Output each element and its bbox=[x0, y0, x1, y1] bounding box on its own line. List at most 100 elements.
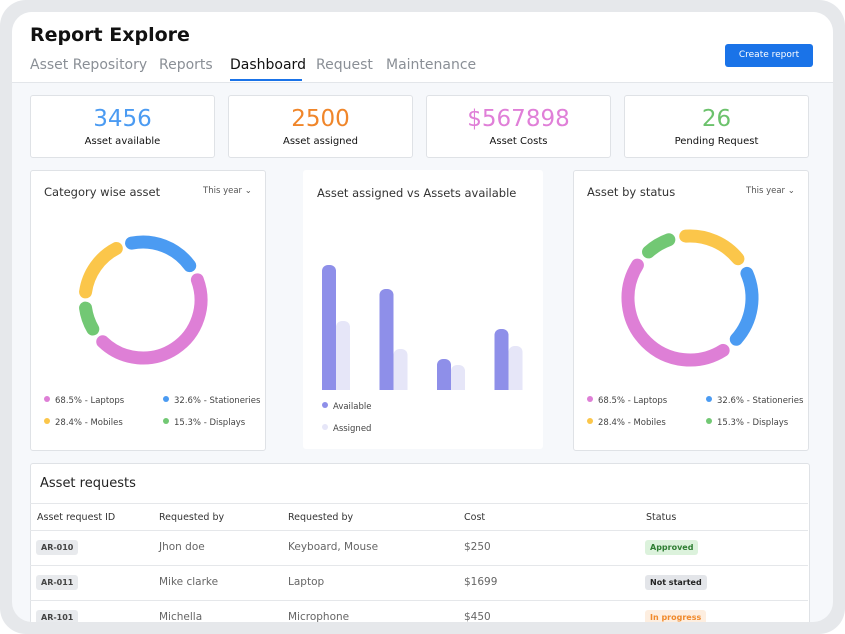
status-badge: In progress bbox=[645, 610, 707, 622]
cell: Jhon doe bbox=[159, 541, 205, 553]
column-header: Status bbox=[646, 512, 677, 523]
tab[interactable]: Reports bbox=[159, 57, 213, 73]
stat-label: Asset assigned bbox=[282, 136, 359, 147]
cell: $1699 bbox=[464, 576, 498, 588]
cell: Michella bbox=[159, 611, 203, 622]
divider bbox=[30, 530, 808, 531]
cell: $450 bbox=[464, 611, 491, 622]
create-button[interactable]: Create report bbox=[725, 44, 813, 67]
charts bbox=[79, 229, 759, 390]
bar-base bbox=[379, 384, 394, 390]
donut-segment bbox=[79, 242, 123, 299]
panel-title: Category wise asset bbox=[44, 185, 161, 199]
stat-card: $567898 Asset Costs bbox=[426, 95, 611, 158]
legend-item: Available bbox=[322, 402, 371, 412]
donut-segment bbox=[679, 229, 745, 266]
column-header: Cost bbox=[464, 512, 486, 523]
bar bbox=[322, 265, 336, 390]
divider bbox=[30, 565, 808, 566]
legend-item: Assigned bbox=[322, 424, 371, 434]
stat-card: 2500 Asset assigned bbox=[228, 95, 413, 158]
legend-item: 28.4% - Mobiles bbox=[44, 418, 123, 428]
bar bbox=[494, 329, 509, 390]
legend-text: 15.3% - Displays bbox=[717, 418, 789, 428]
stat-label: Pending Request bbox=[674, 136, 759, 147]
stat-value: 26 bbox=[701, 106, 732, 132]
tab[interactable]: Request bbox=[316, 57, 373, 73]
column-header: Asset request ID bbox=[37, 512, 116, 523]
filter[interactable]: This year ⌄ bbox=[203, 186, 252, 196]
page-title: Report Explore bbox=[30, 24, 190, 46]
donut-segment bbox=[642, 233, 676, 259]
legend-item: 32.6% - Stationeries bbox=[706, 396, 803, 406]
divider bbox=[30, 503, 808, 504]
filter-text: This year bbox=[746, 186, 786, 196]
id-badge: AR-011 bbox=[36, 575, 79, 590]
filter[interactable]: This year ⌄ bbox=[746, 186, 795, 196]
cell: Laptop bbox=[288, 576, 325, 588]
panel bbox=[303, 170, 543, 449]
id-badge: AR-010 bbox=[36, 540, 79, 555]
bar-base bbox=[336, 384, 350, 390]
tab[interactable]: Asset Repository bbox=[30, 57, 148, 73]
legend-item: 15.3% - Displays bbox=[163, 418, 245, 428]
bar-base bbox=[393, 384, 408, 390]
bar-base bbox=[451, 384, 465, 390]
donut-segment bbox=[729, 266, 759, 346]
legend-text: Available bbox=[333, 402, 372, 412]
legend-text: 28.4% - Mobiles bbox=[598, 418, 666, 428]
stat-label: Asset available bbox=[84, 136, 161, 147]
stat-label: Asset Costs bbox=[489, 136, 548, 147]
tab[interactable]: Maintenance bbox=[386, 57, 477, 73]
legend-text: Assigned bbox=[333, 424, 372, 434]
bar bbox=[393, 349, 408, 390]
bar bbox=[379, 289, 394, 390]
panel bbox=[30, 170, 266, 451]
panel-title: Asset assigned vs Assets available bbox=[317, 186, 517, 200]
cell: Mike clarke bbox=[159, 576, 219, 588]
legend-item: 68.5% - Laptops bbox=[44, 396, 124, 406]
legend-text: 32.6% - Stationeries bbox=[717, 396, 804, 406]
bar bbox=[508, 346, 523, 390]
legend-dot bbox=[322, 424, 328, 430]
cell: Keyboard, Mouse bbox=[288, 541, 379, 553]
filter-text: This year bbox=[203, 186, 243, 196]
column-header: Requested by bbox=[159, 512, 225, 523]
cell: Microphone bbox=[288, 611, 350, 622]
donut-segment bbox=[79, 301, 100, 336]
legend-dot bbox=[163, 396, 169, 402]
divider bbox=[30, 600, 808, 601]
legend-dot bbox=[706, 396, 712, 402]
donut-segment bbox=[125, 235, 197, 273]
cell: $250 bbox=[464, 541, 491, 553]
id-badge: AR-101 bbox=[36, 610, 79, 622]
panel bbox=[573, 170, 809, 451]
tab-active[interactable]: Dashboard bbox=[230, 57, 306, 73]
stat-card: 3456 Asset available bbox=[30, 95, 215, 158]
legend-text: 68.5% - Laptops bbox=[55, 396, 125, 406]
legend-item: 32.6% - Stationeries bbox=[163, 396, 260, 406]
stat-value: 2500 bbox=[291, 106, 350, 132]
legend-text: 15.3% - Displays bbox=[174, 418, 246, 428]
donut-segment bbox=[621, 258, 730, 367]
bar-base bbox=[508, 384, 523, 390]
legend-item: 15.3% - Displays bbox=[706, 418, 788, 428]
legend-text: 68.5% - Laptops bbox=[598, 396, 668, 406]
stat-value: 3456 bbox=[93, 106, 152, 132]
legend-dot bbox=[44, 396, 50, 402]
legend-dot bbox=[44, 418, 50, 424]
tab-underline bbox=[230, 79, 302, 81]
stat-value: $567898 bbox=[467, 106, 570, 132]
legend-item: 68.5% - Laptops bbox=[587, 396, 667, 406]
legend-dot bbox=[587, 396, 593, 402]
legend-item: 28.4% - Mobiles bbox=[587, 418, 666, 428]
column-header: Requested by bbox=[288, 512, 354, 523]
bar-base bbox=[494, 384, 509, 390]
bar bbox=[451, 365, 465, 390]
status-badge: Approved bbox=[645, 540, 699, 555]
legend-dot bbox=[706, 418, 712, 424]
bar-base bbox=[437, 384, 451, 390]
bar-base bbox=[322, 384, 336, 390]
legend-text: 32.6% - Stationeries bbox=[174, 396, 261, 406]
